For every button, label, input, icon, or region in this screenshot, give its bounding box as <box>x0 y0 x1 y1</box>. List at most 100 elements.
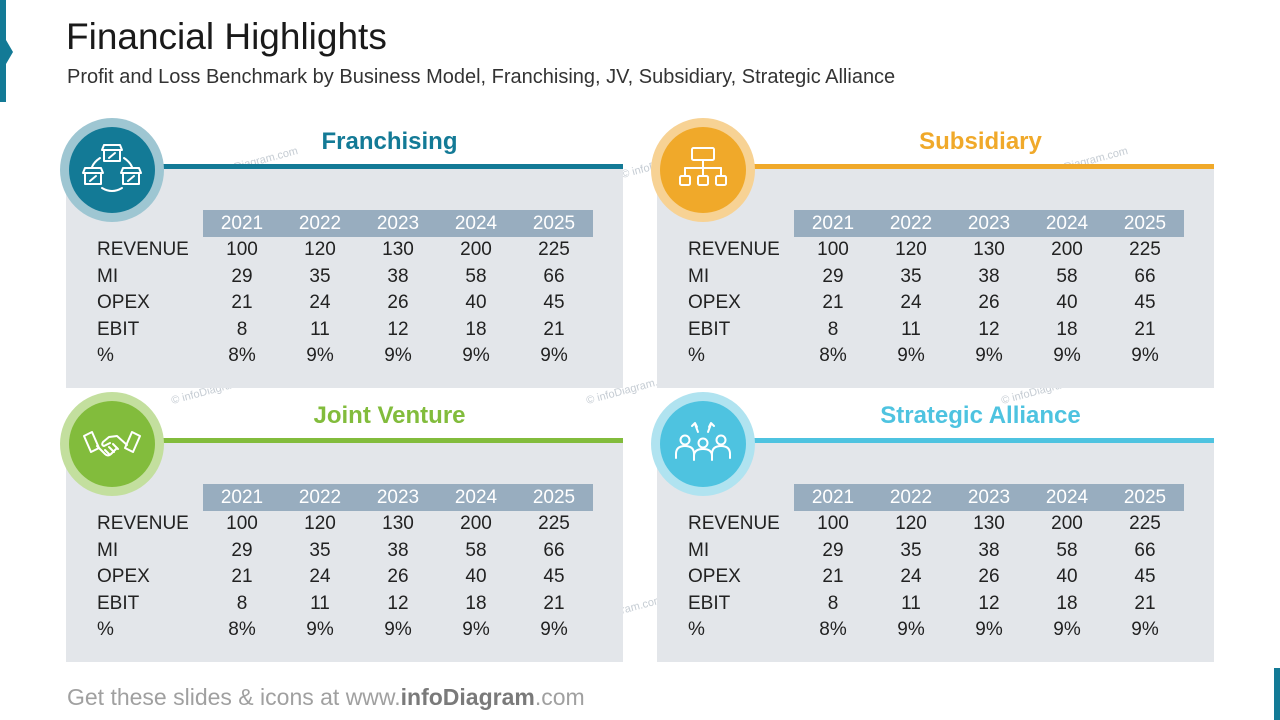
cell-value: 12 <box>978 318 1000 340</box>
cell-value: 45 <box>543 566 565 588</box>
panel-badge <box>60 392 164 496</box>
cell-value: 120 <box>304 239 336 261</box>
panel-subsidiary: Subsidiary 2021 2022 2023 2024 2025 REVE… <box>651 118 1214 388</box>
cell-value: 100 <box>226 513 258 535</box>
cell-value: 66 <box>1134 265 1156 287</box>
table-row: EBIT 8 11 12 18 21 <box>677 591 1184 618</box>
table-row: REVENUE 100 120 130 200 225 <box>677 237 1184 264</box>
footer-suffix: .com <box>534 684 585 710</box>
cell-value: 38 <box>978 265 1000 287</box>
year-header: 2022 <box>872 210 950 237</box>
cell-value: 9% <box>897 345 925 367</box>
cell-value: 21 <box>231 292 253 314</box>
cell-value: 24 <box>309 292 331 314</box>
year-header: 2024 <box>1028 210 1106 237</box>
panel-joint-venture: Joint Venture 2021 2022 2023 2024 2025 R… <box>60 392 623 662</box>
cell-value: 100 <box>817 239 849 261</box>
cell-value: 21 <box>543 592 565 614</box>
row-label: % <box>688 619 705 641</box>
cell-value: 8 <box>827 592 839 614</box>
cell-value: 225 <box>538 513 570 535</box>
cell-value: 8% <box>228 619 256 641</box>
footer-prefix: Get these slides & icons at www. <box>67 684 401 710</box>
year-header: 2024 <box>1028 484 1106 511</box>
cell-value: 35 <box>900 539 922 561</box>
cell-value: 9% <box>1053 619 1081 641</box>
cell-value: 21 <box>1134 592 1156 614</box>
cell-value: 9% <box>1053 345 1081 367</box>
cell-value: 26 <box>978 292 1000 314</box>
year-header: 2023 <box>950 484 1028 511</box>
cell-value: 11 <box>901 318 921 340</box>
cell-value: 9% <box>462 619 490 641</box>
panel-badge <box>651 392 755 496</box>
cell-value: 29 <box>822 265 844 287</box>
table-row: % 8% 9% 9% 9% 9% <box>86 617 593 644</box>
row-label: MI <box>688 265 710 287</box>
panel-background <box>66 438 623 662</box>
cell-value: 58 <box>1056 265 1078 287</box>
row-label: EBIT <box>97 592 140 614</box>
panel-title: Subsidiary <box>919 128 1042 155</box>
cell-value: 11 <box>310 318 330 340</box>
right-accent-bar <box>1274 668 1280 720</box>
cell-value: 130 <box>973 513 1005 535</box>
footer-brand-link[interactable]: infoDiagram <box>400 684 535 710</box>
cell-value: 9% <box>540 619 568 641</box>
year-header: 2022 <box>281 210 359 237</box>
cell-value: 35 <box>900 265 922 287</box>
year-header: 2024 <box>437 484 515 511</box>
cell-value: 120 <box>895 513 927 535</box>
financial-table: 2021 2022 2023 2024 2025 REVENUE 100 120… <box>677 484 1184 644</box>
cell-value: 40 <box>1056 566 1078 588</box>
cell-value: 38 <box>387 265 409 287</box>
row-label: EBIT <box>97 318 140 340</box>
row-label: EBIT <box>688 318 731 340</box>
row-label: % <box>688 345 705 367</box>
year-header: 2025 <box>1106 210 1184 237</box>
year-header: 2021 <box>794 210 872 237</box>
cell-value: 12 <box>387 592 409 614</box>
panel-background <box>657 164 1214 388</box>
table-row: EBIT 8 11 12 18 21 <box>677 317 1184 344</box>
panel-title-line <box>156 164 623 169</box>
row-label: REVENUE <box>97 513 189 535</box>
cell-value: 66 <box>543 265 565 287</box>
cell-value: 130 <box>973 239 1005 261</box>
year-header: 2022 <box>281 484 359 511</box>
cell-value: 9% <box>1131 345 1159 367</box>
cell-value: 26 <box>387 292 409 314</box>
page-title: Financial Highlights <box>66 16 387 57</box>
cell-value: 58 <box>465 539 487 561</box>
cell-value: 45 <box>543 292 565 314</box>
cell-value: 21 <box>822 292 844 314</box>
cell-value: 58 <box>465 265 487 287</box>
cell-value: 26 <box>387 566 409 588</box>
cell-value: 35 <box>309 539 331 561</box>
panel-strategic-alliance: Strategic Alliance 2021 2022 2023 2024 2… <box>651 392 1214 662</box>
row-label: MI <box>688 539 710 561</box>
cell-value: 35 <box>309 265 331 287</box>
year-header: 2023 <box>359 210 437 237</box>
row-label: MI <box>97 265 119 287</box>
panel-title-line <box>747 438 1214 443</box>
table-row: % 8% 9% 9% 9% 9% <box>677 617 1184 644</box>
table-row: OPEX 21 24 26 40 45 <box>677 290 1184 317</box>
row-label: OPEX <box>688 292 741 314</box>
year-header: 2021 <box>794 484 872 511</box>
cell-value: 9% <box>975 619 1003 641</box>
cell-value: 8 <box>236 592 248 614</box>
cell-value: 100 <box>817 513 849 535</box>
cell-value: 29 <box>822 539 844 561</box>
cell-value: 9% <box>462 345 490 367</box>
year-header: 2025 <box>1106 484 1184 511</box>
year-header: 2021 <box>203 484 281 511</box>
left-accent-notch <box>6 40 13 64</box>
cell-value: 26 <box>978 566 1000 588</box>
cell-value: 66 <box>1134 539 1156 561</box>
cell-value: 40 <box>1056 292 1078 314</box>
row-label: % <box>97 619 114 641</box>
year-header: 2022 <box>872 484 950 511</box>
table-row: REVENUE 100 120 130 200 225 <box>86 237 593 264</box>
cell-value: 9% <box>975 345 1003 367</box>
